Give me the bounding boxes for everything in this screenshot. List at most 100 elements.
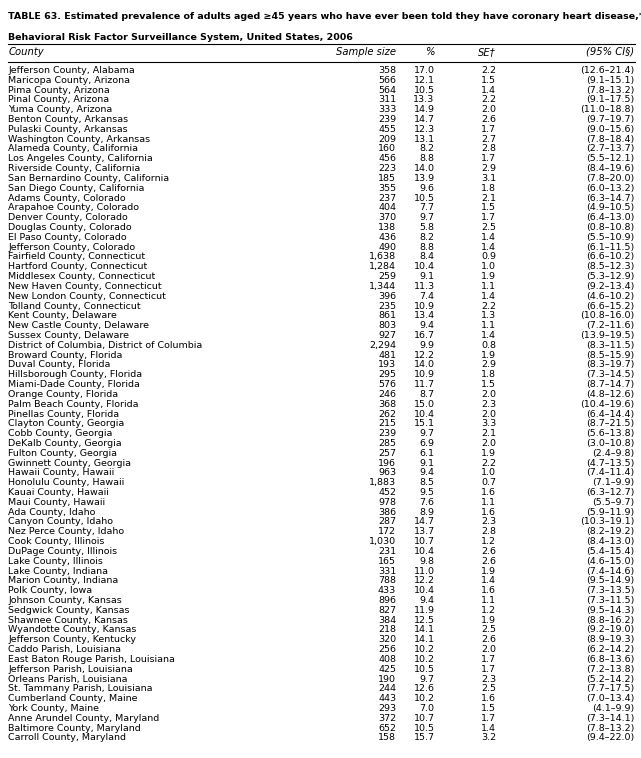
Text: 1.6: 1.6 <box>481 508 496 517</box>
Text: 8.2: 8.2 <box>420 145 435 153</box>
Text: Maricopa County, Arizona: Maricopa County, Arizona <box>8 76 130 85</box>
Text: 3.2: 3.2 <box>481 734 496 742</box>
Text: 396: 396 <box>378 292 396 301</box>
Text: Behavioral Risk Factor Surveillance System, United States, 2006: Behavioral Risk Factor Surveillance Syst… <box>8 33 353 42</box>
Text: 1.1: 1.1 <box>481 282 496 291</box>
Text: 8.8: 8.8 <box>420 155 435 163</box>
Text: 1.7: 1.7 <box>481 125 496 134</box>
Text: 1.5: 1.5 <box>481 203 496 212</box>
Text: 12.3: 12.3 <box>413 125 435 134</box>
Text: 193: 193 <box>378 361 396 369</box>
Text: 2.9: 2.9 <box>481 164 496 173</box>
Text: Cobb County, Georgia: Cobb County, Georgia <box>8 429 113 438</box>
Text: SE†: SE† <box>478 47 496 57</box>
Text: 1.0: 1.0 <box>481 468 496 478</box>
Text: 5.8: 5.8 <box>420 223 435 232</box>
Text: (9.0–15.6): (9.0–15.6) <box>587 125 635 134</box>
Text: 7.0: 7.0 <box>420 704 435 713</box>
Text: 481: 481 <box>378 351 396 359</box>
Text: 9.1: 9.1 <box>420 272 435 281</box>
Text: (8.3–19.7): (8.3–19.7) <box>587 361 635 369</box>
Text: 10.9: 10.9 <box>413 370 435 379</box>
Text: 452: 452 <box>378 488 396 497</box>
Text: 244: 244 <box>378 684 396 694</box>
Text: 2.8: 2.8 <box>481 145 496 153</box>
Text: 2.2: 2.2 <box>481 96 496 105</box>
Text: (10.3–19.1): (10.3–19.1) <box>580 518 635 527</box>
Text: 10.9: 10.9 <box>413 302 435 311</box>
Text: (5.6–13.8): (5.6–13.8) <box>587 429 635 438</box>
Text: 1.7: 1.7 <box>481 655 496 664</box>
Text: 158: 158 <box>378 734 396 742</box>
Text: 2.5: 2.5 <box>481 223 496 232</box>
Text: 259: 259 <box>378 272 396 281</box>
Text: (5.3–12.9): (5.3–12.9) <box>587 272 635 281</box>
Text: Jefferson County, Colorado: Jefferson County, Colorado <box>8 243 135 252</box>
Text: Jefferson County, Kentucky: Jefferson County, Kentucky <box>8 635 137 644</box>
Text: (2.4–9.8): (2.4–9.8) <box>592 449 635 458</box>
Text: Miami-Dade County, Florida: Miami-Dade County, Florida <box>8 380 140 389</box>
Text: Shawnee County, Kansas: Shawnee County, Kansas <box>8 615 128 625</box>
Text: Washington County, Arkansas: Washington County, Arkansas <box>8 135 151 144</box>
Text: (12.6–21.4): (12.6–21.4) <box>580 66 635 75</box>
Text: 1.1: 1.1 <box>481 321 496 330</box>
Text: (7.7–17.5): (7.7–17.5) <box>587 684 635 694</box>
Text: 285: 285 <box>378 439 396 448</box>
Text: (6.4–13.0): (6.4–13.0) <box>587 213 635 222</box>
Text: (8.7–14.7): (8.7–14.7) <box>587 380 635 389</box>
Text: 13.7: 13.7 <box>413 528 435 537</box>
Text: 17.0: 17.0 <box>413 66 435 75</box>
Text: 333: 333 <box>378 105 396 114</box>
Text: 1.9: 1.9 <box>481 351 496 359</box>
Text: 2.5: 2.5 <box>481 625 496 634</box>
Text: 10.2: 10.2 <box>413 655 435 664</box>
Text: 2.2: 2.2 <box>481 459 496 468</box>
Text: 1.2: 1.2 <box>481 606 496 615</box>
Text: 235: 235 <box>378 302 396 311</box>
Text: 433: 433 <box>378 586 396 595</box>
Text: 165: 165 <box>378 557 396 565</box>
Text: (7.3–11.5): (7.3–11.5) <box>587 596 635 605</box>
Text: Maui County, Hawaii: Maui County, Hawaii <box>8 498 106 507</box>
Text: 3.1: 3.1 <box>481 174 496 183</box>
Text: 861: 861 <box>378 312 396 321</box>
Text: 408: 408 <box>378 655 396 664</box>
Text: Lake County, Indiana: Lake County, Indiana <box>8 566 108 575</box>
Text: 456: 456 <box>378 155 396 163</box>
Text: 9.7: 9.7 <box>420 675 435 684</box>
Text: 1.7: 1.7 <box>481 714 496 723</box>
Text: (8.8–16.2): (8.8–16.2) <box>587 615 635 625</box>
Text: Cumberland County, Maine: Cumberland County, Maine <box>8 694 138 703</box>
Text: 320: 320 <box>378 635 396 644</box>
Text: 1.2: 1.2 <box>481 537 496 546</box>
Text: (4.7–13.5): (4.7–13.5) <box>587 459 635 468</box>
Text: (6.8–13.6): (6.8–13.6) <box>587 655 635 664</box>
Text: DeKalb County, Georgia: DeKalb County, Georgia <box>8 439 122 448</box>
Text: 2.0: 2.0 <box>481 390 496 399</box>
Text: 190: 190 <box>378 675 396 684</box>
Text: 788: 788 <box>378 576 396 585</box>
Text: Fairfield County, Connecticut: Fairfield County, Connecticut <box>8 252 146 262</box>
Text: 1.9: 1.9 <box>481 566 496 575</box>
Text: 652: 652 <box>378 724 396 733</box>
Text: 9.6: 9.6 <box>420 183 435 193</box>
Text: 209: 209 <box>378 135 396 144</box>
Text: (4.6–10.2): (4.6–10.2) <box>587 292 635 301</box>
Text: Kauai County, Hawaii: Kauai County, Hawaii <box>8 488 109 497</box>
Text: 7.7: 7.7 <box>420 203 435 212</box>
Text: 13.9: 13.9 <box>413 174 435 183</box>
Text: 1.5: 1.5 <box>481 380 496 389</box>
Text: 10.2: 10.2 <box>413 694 435 703</box>
Text: (6.6–10.2): (6.6–10.2) <box>587 252 635 262</box>
Text: 978: 978 <box>378 498 396 507</box>
Text: 215: 215 <box>378 419 396 428</box>
Text: 9.7: 9.7 <box>420 213 435 222</box>
Text: 9.8: 9.8 <box>420 557 435 565</box>
Text: 138: 138 <box>378 223 396 232</box>
Text: (7.8–13.2): (7.8–13.2) <box>587 724 635 733</box>
Text: 239: 239 <box>378 429 396 438</box>
Text: 1.5: 1.5 <box>481 76 496 85</box>
Text: (7.2–13.8): (7.2–13.8) <box>587 665 635 674</box>
Text: Tolland County, Connecticut: Tolland County, Connecticut <box>8 302 141 311</box>
Text: 455: 455 <box>378 125 396 134</box>
